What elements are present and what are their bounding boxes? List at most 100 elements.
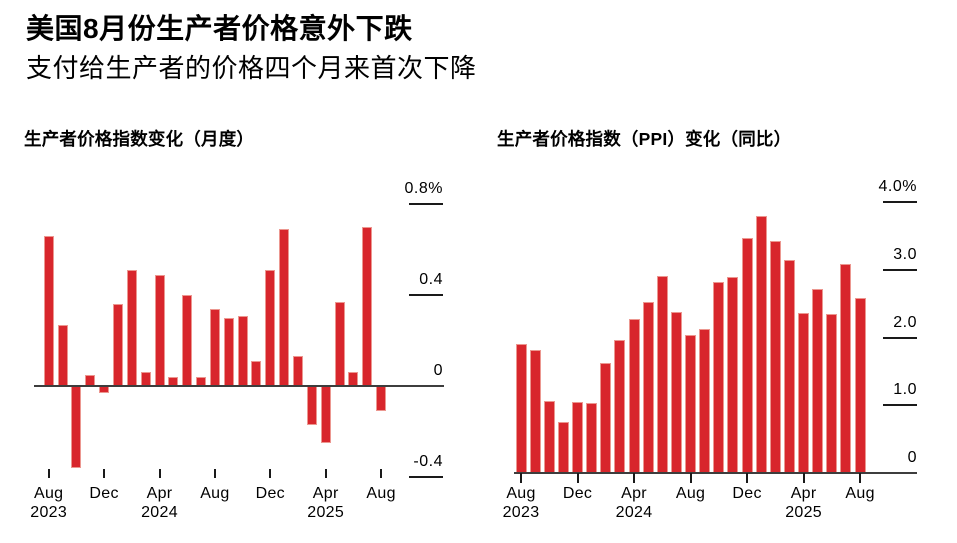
x-axis-tick xyxy=(859,473,862,483)
bar xyxy=(57,324,68,386)
bar xyxy=(182,295,193,386)
bar xyxy=(783,260,795,473)
x-axis-year-label: 2025 xyxy=(785,504,822,521)
x-axis-month-label: Aug xyxy=(675,485,706,502)
bar xyxy=(320,386,331,443)
bar xyxy=(43,236,54,386)
bar xyxy=(798,312,810,473)
x-axis-month-label: Dec xyxy=(732,485,762,502)
bar xyxy=(755,216,767,473)
x-axis-year-label: 2024 xyxy=(141,504,178,521)
x-axis-year-label: 2023 xyxy=(30,504,68,521)
bar xyxy=(362,227,373,386)
y-axis-tick-line xyxy=(409,294,443,297)
chart-title-yoy: 生产者价格指数（PPI）变化（同比） xyxy=(497,129,792,149)
x-axis-month-label: Dec xyxy=(255,485,285,502)
y-axis-tick-line xyxy=(883,268,917,271)
x-axis-tick xyxy=(213,469,216,478)
x-axis-tick xyxy=(633,473,636,483)
y-axis-tick-label: 1.0 xyxy=(893,381,917,399)
x-axis-month-label: Apr xyxy=(146,485,173,502)
x-axis-line xyxy=(34,385,444,387)
x-axis-tick xyxy=(689,473,692,483)
bar xyxy=(293,356,303,386)
bar xyxy=(237,315,248,386)
page-title: 美国8月份生产者价格意外下跌 xyxy=(26,13,413,44)
x-axis-month-label: Dec xyxy=(562,485,593,502)
bar xyxy=(826,313,838,473)
bar xyxy=(126,270,137,386)
page-subtitle: 支付给生产者的价格四个月来首次下降 xyxy=(26,53,477,83)
bar xyxy=(840,263,852,473)
bar xyxy=(279,229,290,386)
x-axis-month-label: Aug xyxy=(506,485,536,502)
x-axis-year-label: 2024 xyxy=(615,504,653,521)
bar xyxy=(140,372,151,386)
x-axis-month-label: Aug xyxy=(200,485,230,502)
x-axis-tick xyxy=(746,473,749,483)
bar xyxy=(727,277,739,473)
y-axis-tick-line xyxy=(883,404,917,407)
bar xyxy=(85,374,96,386)
bar xyxy=(741,238,753,473)
bar xyxy=(614,339,626,473)
bar xyxy=(713,282,725,473)
x-axis-month-label: Apr xyxy=(312,485,339,502)
bar xyxy=(154,274,165,386)
y-axis-tick-label: 0 xyxy=(433,362,443,379)
bar xyxy=(699,328,711,473)
y-axis-tick-line xyxy=(409,475,443,478)
x-axis-year-label: 2023 xyxy=(502,504,540,521)
chart-title-monthly: 生产者价格指数变化（月度） xyxy=(24,129,255,149)
y-axis-tick-label: 0.4 xyxy=(419,271,443,289)
x-axis-tick xyxy=(47,469,50,478)
bar xyxy=(854,297,866,473)
x-axis-month-label: Aug xyxy=(366,485,396,502)
bar xyxy=(71,386,82,468)
bar xyxy=(642,301,654,473)
y-axis-tick-label: 3.0 xyxy=(893,245,917,263)
bar xyxy=(515,344,527,473)
bar xyxy=(769,241,781,473)
bar xyxy=(543,400,555,473)
y-axis-tick-label: -0.4 xyxy=(413,452,443,470)
x-axis-month-label: Apr xyxy=(790,485,817,502)
x-axis-month-label: Aug xyxy=(34,485,64,502)
bar xyxy=(306,386,317,425)
y-axis-tick-label: 4.0% xyxy=(878,178,917,196)
bar xyxy=(196,376,207,386)
bar xyxy=(334,302,345,386)
bar xyxy=(670,311,682,473)
bar xyxy=(376,386,387,411)
x-axis-tick xyxy=(520,473,522,483)
x-axis-tick xyxy=(380,469,383,478)
y-axis-tick-line xyxy=(409,203,443,206)
x-axis-tick xyxy=(269,469,272,478)
x-axis-tick xyxy=(103,469,106,478)
bar xyxy=(99,386,110,393)
bar xyxy=(223,317,234,386)
bar xyxy=(112,304,123,386)
bar xyxy=(557,421,569,473)
bar xyxy=(209,308,220,386)
bar xyxy=(265,270,276,386)
bar xyxy=(586,403,598,473)
y-axis-tick-label: 0.8% xyxy=(404,180,443,198)
x-axis-month-label: Dec xyxy=(89,485,119,502)
bar xyxy=(628,318,640,473)
x-axis-tick xyxy=(324,469,327,478)
bar xyxy=(168,376,179,386)
y-axis-tick-line xyxy=(883,336,917,339)
x-axis-tick xyxy=(802,473,805,483)
y-axis-tick-line xyxy=(883,201,917,204)
bar xyxy=(529,350,541,473)
x-axis-month-label: Apr xyxy=(621,485,647,502)
y-axis-tick-label: 0 xyxy=(907,449,917,466)
bar xyxy=(600,362,612,473)
bar xyxy=(685,334,697,473)
bar xyxy=(812,288,824,473)
x-axis-year-label: 2025 xyxy=(307,504,345,521)
bar xyxy=(572,401,584,473)
bar xyxy=(348,372,359,386)
